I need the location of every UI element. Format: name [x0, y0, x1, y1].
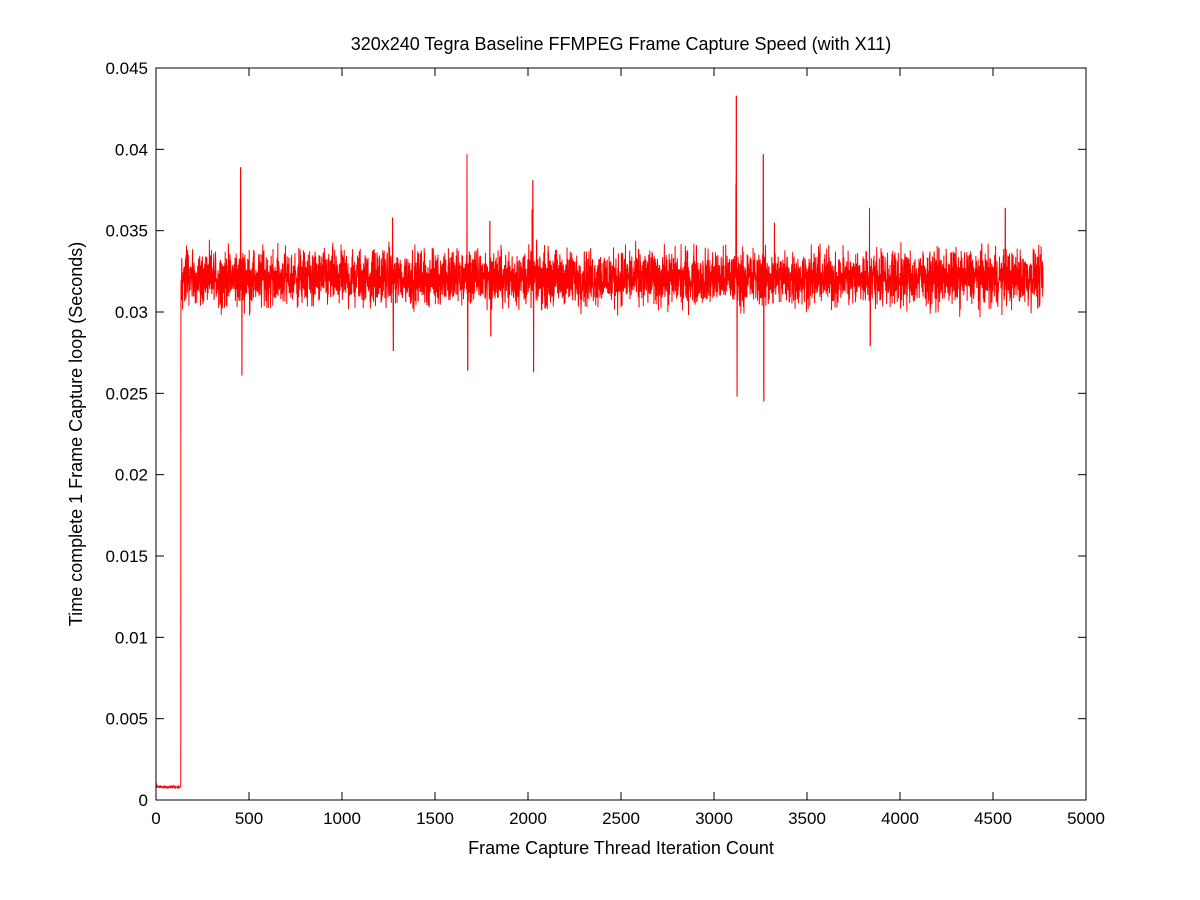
- x-tick-label: 5000: [1067, 809, 1105, 828]
- x-tick-label: 2000: [509, 809, 547, 828]
- y-axis-ticks: 0 0.005 0.01 0.015 0.02 0.025 0.03 0.035 0.04 0.0…: [105, 59, 1086, 810]
- x-axis-label: Frame Capture Thread Iteration Count: [468, 838, 774, 858]
- y-tick-label: 0.025: [105, 384, 148, 403]
- x-tick-label: 500: [235, 809, 263, 828]
- y-axis-label: Time complete 1 Frame Capture loop (Seco…: [66, 242, 86, 627]
- y-tick-label: 0.045: [105, 59, 148, 78]
- y-tick-label: 0.02: [115, 466, 148, 485]
- y-tick-label: 0.015: [105, 547, 148, 566]
- data-layer: [155, 95, 1044, 790]
- x-tick-label: 4000: [881, 809, 919, 828]
- x-tick-label: 3500: [788, 809, 826, 828]
- chart-title: 320x240 Tegra Baseline FFMPEG Frame Capt…: [351, 34, 892, 54]
- x-axis-ticks: 0 500 1000 1500 2000 2500 3000 3500 4000 4500 5000: [151, 68, 1105, 828]
- y-tick-label: 0.01: [115, 628, 148, 647]
- x-tick-label: 1000: [323, 809, 361, 828]
- x-tick-label: 4500: [974, 809, 1012, 828]
- x-tick-label: 3000: [695, 809, 733, 828]
- y-tick-label: 0: [139, 791, 148, 810]
- x-tick-label: 2500: [602, 809, 640, 828]
- x-tick-label: 0: [151, 809, 160, 828]
- x-tick-label: 1500: [416, 809, 454, 828]
- y-tick-label: 0.005: [105, 710, 148, 729]
- y-tick-label: 0.04: [115, 140, 148, 159]
- y-tick-label: 0.03: [115, 303, 148, 322]
- series-line: [155, 95, 1044, 790]
- y-tick-label: 0.035: [105, 222, 148, 241]
- plot-area: [156, 68, 1086, 800]
